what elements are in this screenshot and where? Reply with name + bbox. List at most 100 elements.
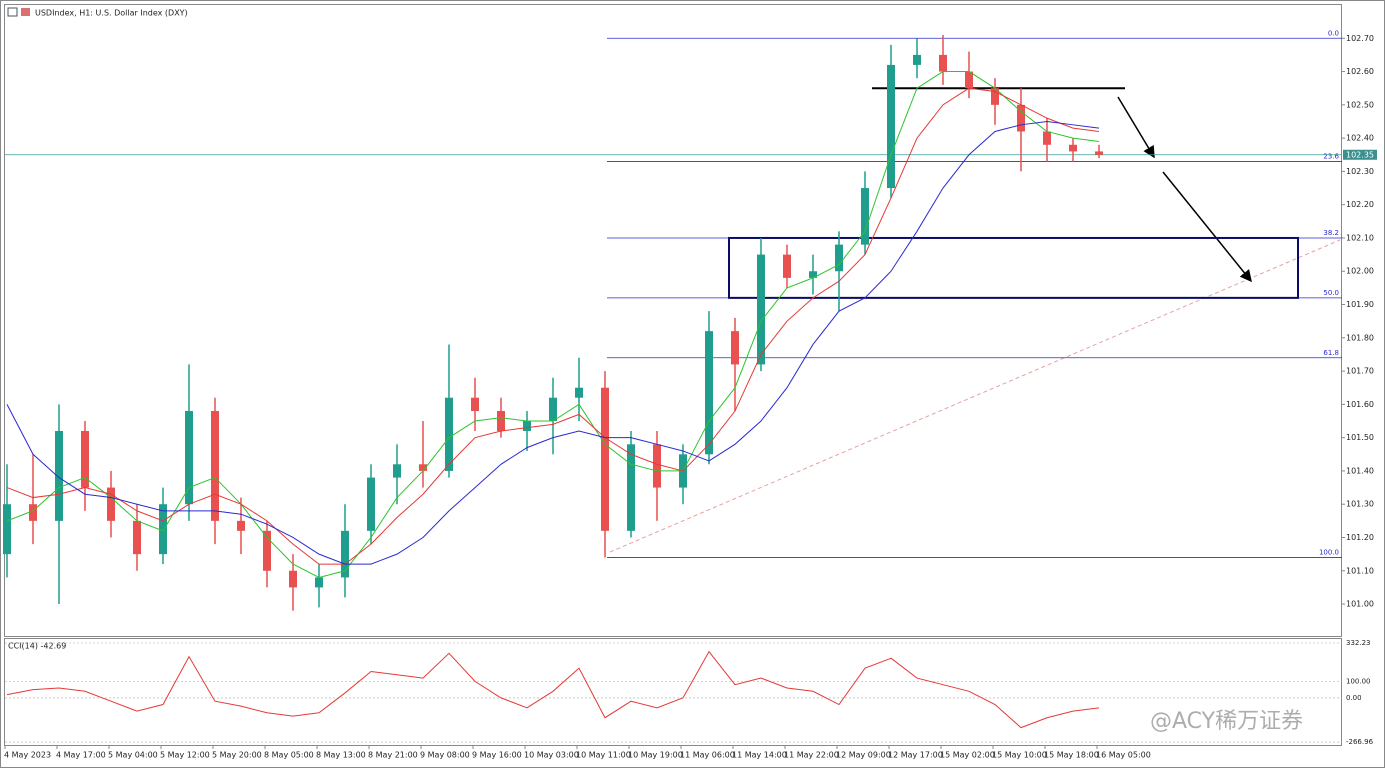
icon	[7, 7, 18, 17]
candle-body	[549, 397, 557, 422]
y-tick-label: 101.40	[1346, 466, 1374, 475]
y-tick-label: 101.70	[1346, 367, 1374, 376]
x-tick-label: 5 May 12:00	[160, 751, 210, 760]
x-tick-label: 15 May 10:00	[992, 751, 1047, 760]
price-label: 102.35	[1346, 150, 1374, 159]
candle-body	[523, 421, 531, 431]
x-tick-label: 12 May 17:00	[888, 751, 943, 760]
fib-label: 100.0	[1319, 548, 1339, 556]
fib-label: 38.2	[1323, 229, 1339, 237]
x-tick-label: 11 May 06:00	[680, 751, 735, 760]
candle-body	[1069, 144, 1077, 152]
y-tick-label: 101.30	[1346, 500, 1374, 509]
candle-body	[627, 444, 635, 531]
candle-body	[497, 411, 505, 431]
x-tick-label: 8 May 05:00	[264, 751, 314, 760]
candle-body	[601, 387, 609, 531]
candle-body	[315, 577, 323, 588]
x-tick-label: 5 May 04:00	[108, 751, 158, 760]
arrow	[1162, 171, 1252, 283]
x-tick-label: 4 May 17:00	[56, 751, 106, 760]
x-tick-label: 4 May 2023	[4, 751, 51, 760]
candle-body	[263, 530, 271, 571]
candle-body	[367, 477, 375, 531]
x-tick-label: 10 May 03:00	[524, 751, 579, 760]
fib-label: 61.8	[1323, 349, 1339, 357]
y-tick-label: 101.10	[1346, 566, 1374, 575]
zone-box	[728, 236, 1299, 299]
watermark: @ACY稀万证券	[1150, 709, 1303, 734]
y-tick-label: 102.20	[1346, 200, 1374, 209]
y-tick-label: 101.60	[1346, 400, 1374, 409]
x-tick-label: 8 May 21:00	[368, 751, 418, 760]
candle-body	[211, 411, 219, 521]
candle-body	[3, 504, 11, 555]
candle-body	[341, 530, 349, 578]
y-tick-label: 102.30	[1346, 167, 1374, 176]
moving-average	[6, 87, 1100, 565]
candle-body	[991, 88, 999, 105]
y-tick-label: 332.23	[1346, 639, 1371, 647]
candle-body	[159, 504, 167, 555]
y-tick-label: 102.00	[1346, 267, 1374, 276]
fib-label: 0.0	[1328, 29, 1339, 37]
x-tick-label: 10 May 19:00	[628, 751, 683, 760]
candle-body	[575, 387, 583, 398]
cci-line	[6, 650, 1100, 729]
candle-body	[445, 397, 453, 471]
candle-body	[965, 71, 973, 89]
candle-body	[237, 520, 245, 531]
x-tick-label: 16 May 05:00	[1096, 751, 1151, 760]
y-tick-label: 102.50	[1346, 100, 1374, 109]
y-tick-label: -266.96	[1346, 738, 1374, 746]
candle-body	[705, 331, 713, 455]
trend-line	[609, 239, 1341, 553]
y-tick-label: 102.40	[1346, 134, 1374, 143]
candle-body	[133, 520, 141, 555]
cci-panel	[4, 638, 1342, 746]
candle-body	[289, 570, 297, 588]
candle-body	[1095, 151, 1103, 155]
x-tick-label: 10 May 11:00	[576, 751, 631, 760]
candle-body	[783, 254, 791, 278]
candle-body	[471, 397, 479, 412]
candle-body	[1017, 104, 1025, 132]
arrow	[1117, 96, 1155, 159]
x-tick-label: 9 May 08:00	[420, 751, 470, 760]
candle-body	[1043, 131, 1051, 145]
chart-title: USDIndex, H1: U.S. Dollar Index (DXY)	[35, 9, 188, 18]
x-tick-label: 12 May 09:00	[836, 751, 891, 760]
candle-body	[107, 487, 115, 521]
fib-label: 23.6	[1323, 152, 1339, 160]
candle-body	[81, 430, 89, 488]
y-tick-label: 101.50	[1346, 433, 1374, 442]
y-tick-label: 102.70	[1346, 34, 1374, 43]
candle-body	[419, 464, 427, 471]
cci-title: CCI(14) -42.69	[8, 642, 66, 651]
x-tick-label: 9 May 16:00	[472, 751, 522, 760]
candle-body	[887, 64, 895, 189]
candle-body	[55, 430, 63, 521]
candle-body	[185, 411, 193, 505]
candle-body	[809, 271, 817, 278]
fib-label: 50.0	[1323, 289, 1339, 297]
y-tick-label: 101.80	[1346, 333, 1374, 342]
y-tick-label: 0.00	[1346, 694, 1362, 702]
y-tick-label: 101.90	[1346, 300, 1374, 309]
price-tag	[1343, 149, 1377, 160]
candle-body	[913, 54, 921, 65]
candle-body	[835, 244, 843, 272]
y-tick-label: 101.00	[1346, 600, 1374, 609]
candle-body	[757, 254, 765, 365]
x-tick-label: 15 May 18:00	[1044, 751, 1099, 760]
main-panel	[4, 4, 1342, 637]
x-tick-label: 5 May 20:00	[212, 751, 262, 760]
x-tick-label: 11 May 14:00	[732, 751, 787, 760]
candle-body	[653, 444, 661, 488]
candle-body	[29, 504, 37, 521]
candle-body	[939, 54, 947, 72]
x-tick-label: 15 May 02:00	[940, 751, 995, 760]
x-tick-label: 8 May 13:00	[316, 751, 366, 760]
